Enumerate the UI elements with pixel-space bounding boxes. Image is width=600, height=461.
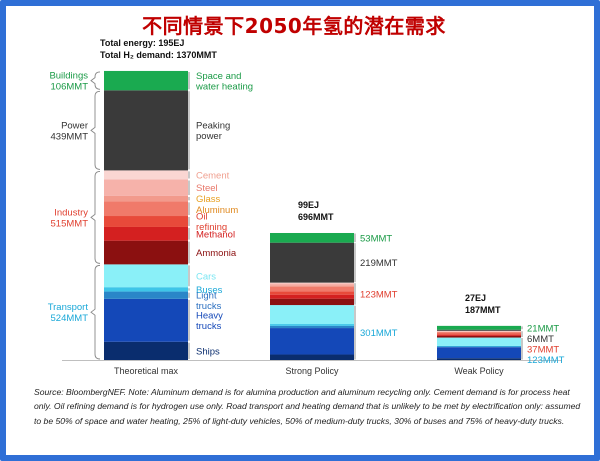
segment-label-cars: Cars bbox=[196, 271, 216, 282]
segment-label-ships: Ships bbox=[196, 346, 220, 357]
total-demand-label-2: 187MMT bbox=[465, 305, 501, 315]
bar-segment-theoretical-max-space-and-water-heating bbox=[104, 70, 188, 91]
segment-label-aluminum: Aluminum bbox=[196, 205, 238, 216]
bar-segment-strong-policy-cement bbox=[270, 282, 354, 284]
segment-label-peaking-power-line0: Peaking bbox=[196, 121, 230, 132]
group-value-buildings: 106MMT bbox=[51, 82, 89, 93]
bar-segment-weak-policy-peaking-power bbox=[437, 329, 521, 331]
bar-segment-strong-policy-steel bbox=[270, 283, 354, 286]
bar-segment-theoretical-max-cement bbox=[104, 170, 188, 180]
page-title: 不同情景下2050年氢的潜在需求 bbox=[142, 14, 446, 38]
x-tick-label-weak-policy: Weak Policy bbox=[454, 366, 504, 376]
bar-segment-weak-policy-oil-refining bbox=[437, 333, 521, 335]
bar-segment-theoretical-max-ships bbox=[104, 341, 188, 360]
segment-label-strong-policy-219mmt: 219MMT bbox=[360, 258, 398, 269]
bar-segment-weak-policy-steel bbox=[437, 331, 521, 332]
segment-label-oil-refining-line1: refining bbox=[196, 222, 227, 233]
group-label-industry: Industry bbox=[54, 207, 88, 218]
bar-segment-theoretical-max-cars bbox=[104, 264, 188, 288]
bar-segment-weak-policy-cars bbox=[437, 337, 521, 346]
total-energy-label-0: Total energy: 195EJ bbox=[100, 38, 184, 48]
bar-segment-weak-policy-space-and-water-heating bbox=[437, 325, 521, 330]
bar-segment-strong-policy-oil-refining bbox=[270, 291, 354, 295]
segment-label-weak-policy-6mmt: 6MMT bbox=[527, 334, 554, 345]
bar-segment-theoretical-max-glass bbox=[104, 195, 188, 202]
group-label-buildings: Buildings bbox=[49, 71, 88, 82]
bar-segment-strong-policy-methanol bbox=[270, 294, 354, 299]
segment-label-methanol: Methanol bbox=[196, 229, 235, 240]
bar-segment-theoretical-max-heavy-trucks bbox=[104, 298, 188, 342]
bar-segment-strong-policy-cars bbox=[270, 305, 354, 325]
segment-label-cement: Cement bbox=[196, 170, 230, 181]
segment-label-steel: Steel bbox=[196, 183, 218, 194]
bar-segment-strong-policy-ammonia bbox=[270, 298, 354, 306]
bar-segment-theoretical-max-oil-refining bbox=[104, 216, 188, 227]
segment-label-oil-refining-line0: Oil bbox=[196, 212, 208, 223]
bar-segment-strong-policy-light-trucks bbox=[270, 325, 354, 329]
bar-segment-theoretical-max-buses bbox=[104, 287, 188, 292]
group-label-transport: Transport bbox=[48, 302, 89, 313]
group-label-power: Power bbox=[61, 120, 88, 131]
segment-label-peaking-power-line1: power bbox=[196, 131, 222, 142]
segment-label-strong-policy-123mmt: 123MMT bbox=[360, 289, 398, 300]
bar-segment-weak-policy-buses bbox=[437, 345, 521, 347]
segment-label-heavy-trucks-line0: Heavy bbox=[196, 311, 223, 322]
segment-label-weak-policy-37mmt: 37MMT bbox=[527, 344, 559, 355]
group-value-power: 439MMT bbox=[51, 131, 89, 142]
bar-segment-weak-policy-ships bbox=[437, 358, 521, 360]
total-energy-label-2: 27EJ bbox=[465, 293, 486, 303]
bar-segment-strong-policy-heavy-trucks bbox=[270, 328, 354, 355]
group-bracket-industry bbox=[90, 170, 101, 264]
group-bracket-power bbox=[90, 90, 101, 170]
segment-label-light-trucks-line1: trucks bbox=[196, 301, 222, 312]
group-bracket-transport bbox=[90, 264, 101, 360]
bar-segment-weak-policy-ammonia bbox=[437, 335, 521, 338]
bar-segment-strong-policy-glass bbox=[270, 285, 354, 288]
group-value-transport: 524MMT bbox=[51, 313, 89, 324]
total-demand-label-1: 696MMT bbox=[298, 212, 334, 222]
bar-segment-strong-policy-ships bbox=[270, 354, 354, 360]
segment-label-space-and-water-heating-line0: Space and bbox=[196, 71, 241, 82]
segment-label-buses: Buses bbox=[196, 285, 223, 296]
bar-segment-theoretical-max-steel bbox=[104, 179, 188, 196]
segment-label-weak-policy-21mmt: 21MMT bbox=[527, 323, 559, 334]
segment-label-strong-policy-53mmt: 53MMT bbox=[360, 233, 392, 244]
bar-segment-theoretical-max-ammonia bbox=[104, 240, 188, 265]
bar-segment-strong-policy-peaking-power bbox=[270, 242, 354, 283]
segment-label-ammonia: Ammonia bbox=[196, 248, 237, 259]
group-value-industry: 515MMT bbox=[51, 218, 89, 229]
x-tick-label-strong-policy: Strong Policy bbox=[285, 366, 339, 376]
bar-segment-theoretical-max-peaking-power bbox=[104, 90, 188, 171]
segment-label-heavy-trucks-line1: trucks bbox=[196, 321, 222, 332]
segment-label-strong-policy-301mmt: 301MMT bbox=[360, 328, 398, 339]
segment-label-weak-policy-123mmt: 123MMT bbox=[527, 355, 565, 366]
group-bracket-buildings bbox=[90, 71, 101, 90]
bar-segment-theoretical-max-light-trucks bbox=[104, 291, 188, 299]
bar-segment-weak-policy-heavy-trucks bbox=[437, 347, 521, 359]
source-note: Source: BloombergNEF. Note: Aluminum dem… bbox=[34, 387, 581, 426]
bar-segment-strong-policy-space-and-water-heating bbox=[270, 232, 354, 243]
total-energy-label-1: 99EJ bbox=[298, 200, 319, 210]
bar-segment-weak-policy-light-trucks bbox=[437, 346, 521, 348]
bar-segment-theoretical-max-methanol bbox=[104, 226, 188, 241]
bar-segment-strong-policy-aluminum bbox=[270, 287, 354, 292]
bar-segment-weak-policy-aluminum bbox=[437, 332, 521, 334]
segment-label-glass: Glass bbox=[196, 194, 221, 205]
segment-label-space-and-water-heating-line1: water heating bbox=[195, 81, 253, 92]
bar-segment-theoretical-max-aluminum bbox=[104, 201, 188, 217]
bar-segment-weak-policy-methanol bbox=[437, 334, 521, 336]
total-demand-label-0: Total H₂ demand: 1370MMT bbox=[100, 50, 217, 60]
segment-label-light-trucks-line0: Light bbox=[196, 291, 217, 302]
bar-segment-strong-policy-buses bbox=[270, 324, 354, 326]
x-tick-label-theoretical-max: Theoretical max bbox=[114, 366, 179, 376]
